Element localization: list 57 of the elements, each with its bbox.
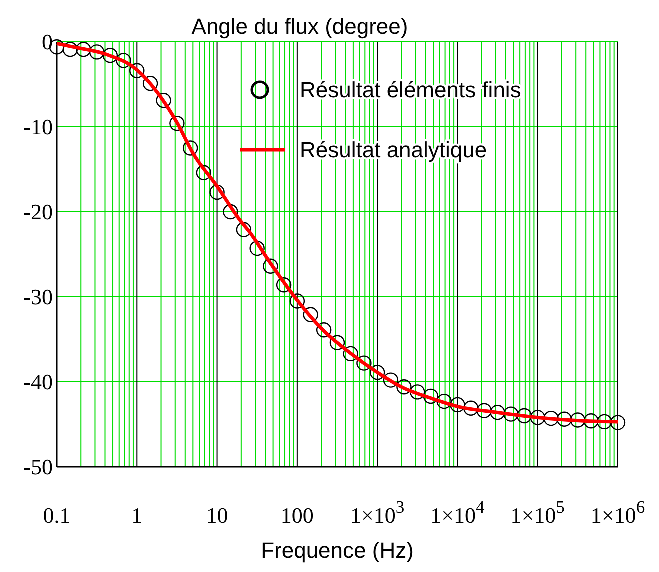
x-tick-label: 10 <box>206 503 228 528</box>
x-axis-title: Frequence (Hz) <box>261 538 414 563</box>
point <box>410 384 426 400</box>
point <box>76 42 92 58</box>
point <box>476 403 492 418</box>
point <box>330 335 346 350</box>
y-tick-label: -10 <box>24 114 53 140</box>
point <box>597 414 612 430</box>
point <box>236 222 252 238</box>
point <box>423 388 439 404</box>
point <box>170 116 185 132</box>
point <box>182 140 198 156</box>
point <box>584 414 599 429</box>
point <box>383 372 399 388</box>
point <box>516 408 532 424</box>
point <box>343 346 358 362</box>
point <box>556 412 572 427</box>
point <box>504 406 519 422</box>
x-tick-label: 1×10$^{5}$ <box>510 497 566 528</box>
x-tick-label: 1 <box>132 503 143 528</box>
point <box>210 184 225 200</box>
point <box>450 397 466 413</box>
point <box>530 410 546 426</box>
y-tick-label: -30 <box>24 284 53 310</box>
point <box>396 380 412 395</box>
x-tick-label: 0.1 <box>43 503 71 528</box>
point <box>130 63 145 78</box>
point <box>116 53 132 68</box>
point <box>464 400 479 416</box>
point <box>290 294 306 309</box>
point <box>356 356 372 371</box>
point <box>250 240 265 256</box>
point <box>102 48 118 64</box>
point <box>62 42 78 58</box>
point <box>610 415 626 430</box>
chart-title: Angle du flux (degree) <box>192 14 408 39</box>
point <box>156 93 172 108</box>
point <box>316 322 332 338</box>
point <box>570 412 586 428</box>
point <box>544 410 559 426</box>
y-tick-label: -20 <box>24 200 53 225</box>
point <box>263 258 278 274</box>
x-tick-label: 1×10$^{3}$ <box>350 497 405 528</box>
point <box>370 365 386 380</box>
x-tick-label: 100 <box>280 503 314 528</box>
x-tick-label: 1×10$^{6}$ <box>590 497 646 528</box>
y-tick-label: -50 <box>24 454 53 480</box>
point <box>89 44 105 60</box>
point <box>142 76 158 92</box>
point <box>490 405 506 420</box>
point <box>223 204 238 220</box>
point <box>276 278 292 293</box>
x-tick-label: 1×10$^{4}$ <box>430 497 486 528</box>
y-tick-label: -40 <box>24 370 53 395</box>
point <box>436 394 452 410</box>
point <box>196 165 212 180</box>
point <box>303 307 318 322</box>
